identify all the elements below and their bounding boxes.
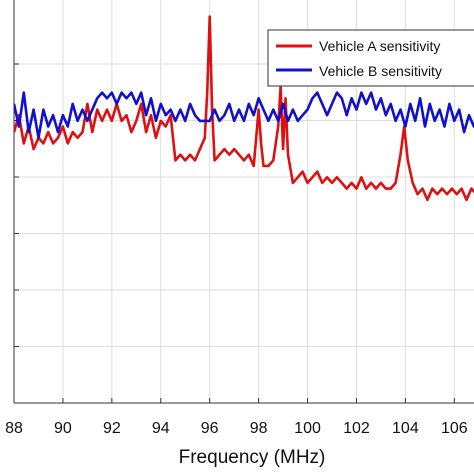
series-group [14,15,474,202]
legend-label-vehicle-a: Vehicle A sensitivity [319,38,440,54]
x-tick-label: 90 [54,420,72,437]
legend: Vehicle A sensitivity Vehicle B sensitiv… [267,29,474,87]
x-tick-label: 102 [343,420,370,437]
x-tick-label: 88 [5,420,23,437]
series-line-vehicle-b [14,91,474,140]
x-tick-label: 98 [250,420,268,437]
x-tick-label: 104 [392,420,419,437]
x-tick-label: 100 [294,420,321,437]
series-line-vehicle-a [14,15,474,202]
x-tick-label: 96 [201,420,219,437]
legend-box [267,29,474,87]
x-tick-label: 106 [441,420,468,437]
x-axis-label: Frequency (MHz) [179,447,326,468]
legend-label-vehicle-b: Vehicle B sensitivity [319,63,442,79]
x-tick-label: 94 [152,420,170,437]
axes [13,0,474,404]
x-tick-labels: 88 90 92 94 96 98 100 102 104 106 [5,420,468,437]
x-tick-label: 92 [103,420,121,437]
